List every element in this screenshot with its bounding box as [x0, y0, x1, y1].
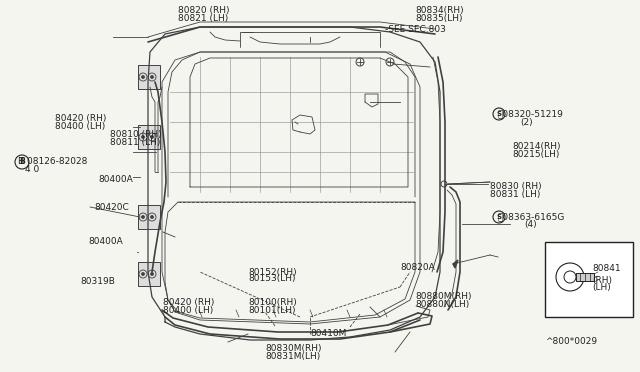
Text: ^800*0029: ^800*0029: [545, 337, 597, 346]
Text: 80100(RH): 80100(RH): [248, 298, 297, 307]
Text: 80420 (RH): 80420 (RH): [163, 298, 214, 307]
Text: 80400 (LH): 80400 (LH): [55, 122, 105, 131]
Text: (2): (2): [520, 118, 532, 126]
Circle shape: [150, 273, 154, 276]
Text: 80215(LH): 80215(LH): [512, 150, 559, 158]
Text: 80101(LH): 80101(LH): [248, 305, 296, 314]
Text: 80820 (RH): 80820 (RH): [178, 6, 230, 16]
Text: 80811 (LH): 80811 (LH): [110, 138, 161, 147]
Bar: [138, 125, 160, 149]
Text: B: B: [19, 157, 25, 167]
Text: 80834(RH): 80834(RH): [415, 6, 463, 16]
Circle shape: [141, 215, 145, 218]
Text: 80835(LH): 80835(LH): [415, 13, 463, 22]
Text: (RH): (RH): [592, 276, 612, 285]
Text: 80420C: 80420C: [94, 202, 129, 212]
Text: (4): (4): [524, 221, 536, 230]
Text: B 08126-82028: B 08126-82028: [18, 157, 88, 167]
Text: 80880M(RH): 80880M(RH): [415, 292, 472, 301]
Text: 80319B: 80319B: [80, 278, 115, 286]
Circle shape: [141, 135, 145, 138]
Text: 80214(RH): 80214(RH): [512, 142, 561, 151]
Text: 80410M: 80410M: [310, 330, 346, 339]
Text: 80880N(LH): 80880N(LH): [415, 301, 469, 310]
Circle shape: [141, 76, 145, 78]
Text: Ⓝ08363-6165G: Ⓝ08363-6165G: [498, 212, 565, 221]
Text: 4 0: 4 0: [25, 166, 39, 174]
Text: 80820A: 80820A: [400, 263, 435, 272]
Text: 80810 (RH): 80810 (RH): [110, 131, 162, 140]
Bar: [138, 65, 160, 89]
Text: 80400 (LH): 80400 (LH): [163, 305, 213, 314]
Text: 80152(RH): 80152(RH): [248, 267, 296, 276]
Text: 80831 (LH): 80831 (LH): [490, 189, 540, 199]
Text: 80400A: 80400A: [88, 237, 123, 247]
Circle shape: [150, 135, 154, 138]
Bar: [138, 262, 160, 286]
Text: S: S: [497, 111, 502, 117]
Text: 80830M(RH): 80830M(RH): [265, 344, 321, 353]
Text: 80400A: 80400A: [98, 176, 132, 185]
Bar: [138, 205, 160, 229]
Text: (LH): (LH): [592, 283, 611, 292]
Text: 80821 (LH): 80821 (LH): [178, 13, 228, 22]
Text: 80831M(LH): 80831M(LH): [265, 353, 320, 362]
Text: 80830 (RH): 80830 (RH): [490, 183, 541, 192]
Circle shape: [150, 76, 154, 78]
Text: -SEE SEC.803: -SEE SEC.803: [385, 26, 446, 35]
Text: 80841: 80841: [592, 264, 621, 273]
Text: Ⓝ08320-51219: Ⓝ08320-51219: [498, 109, 564, 119]
Bar: [545, 242, 633, 317]
Text: S: S: [497, 214, 502, 220]
Circle shape: [141, 273, 145, 276]
Bar: [576, 273, 594, 281]
Polygon shape: [453, 260, 458, 268]
Circle shape: [150, 215, 154, 218]
Text: 80420 (RH): 80420 (RH): [55, 115, 106, 124]
Text: 80153(LH): 80153(LH): [248, 275, 296, 283]
